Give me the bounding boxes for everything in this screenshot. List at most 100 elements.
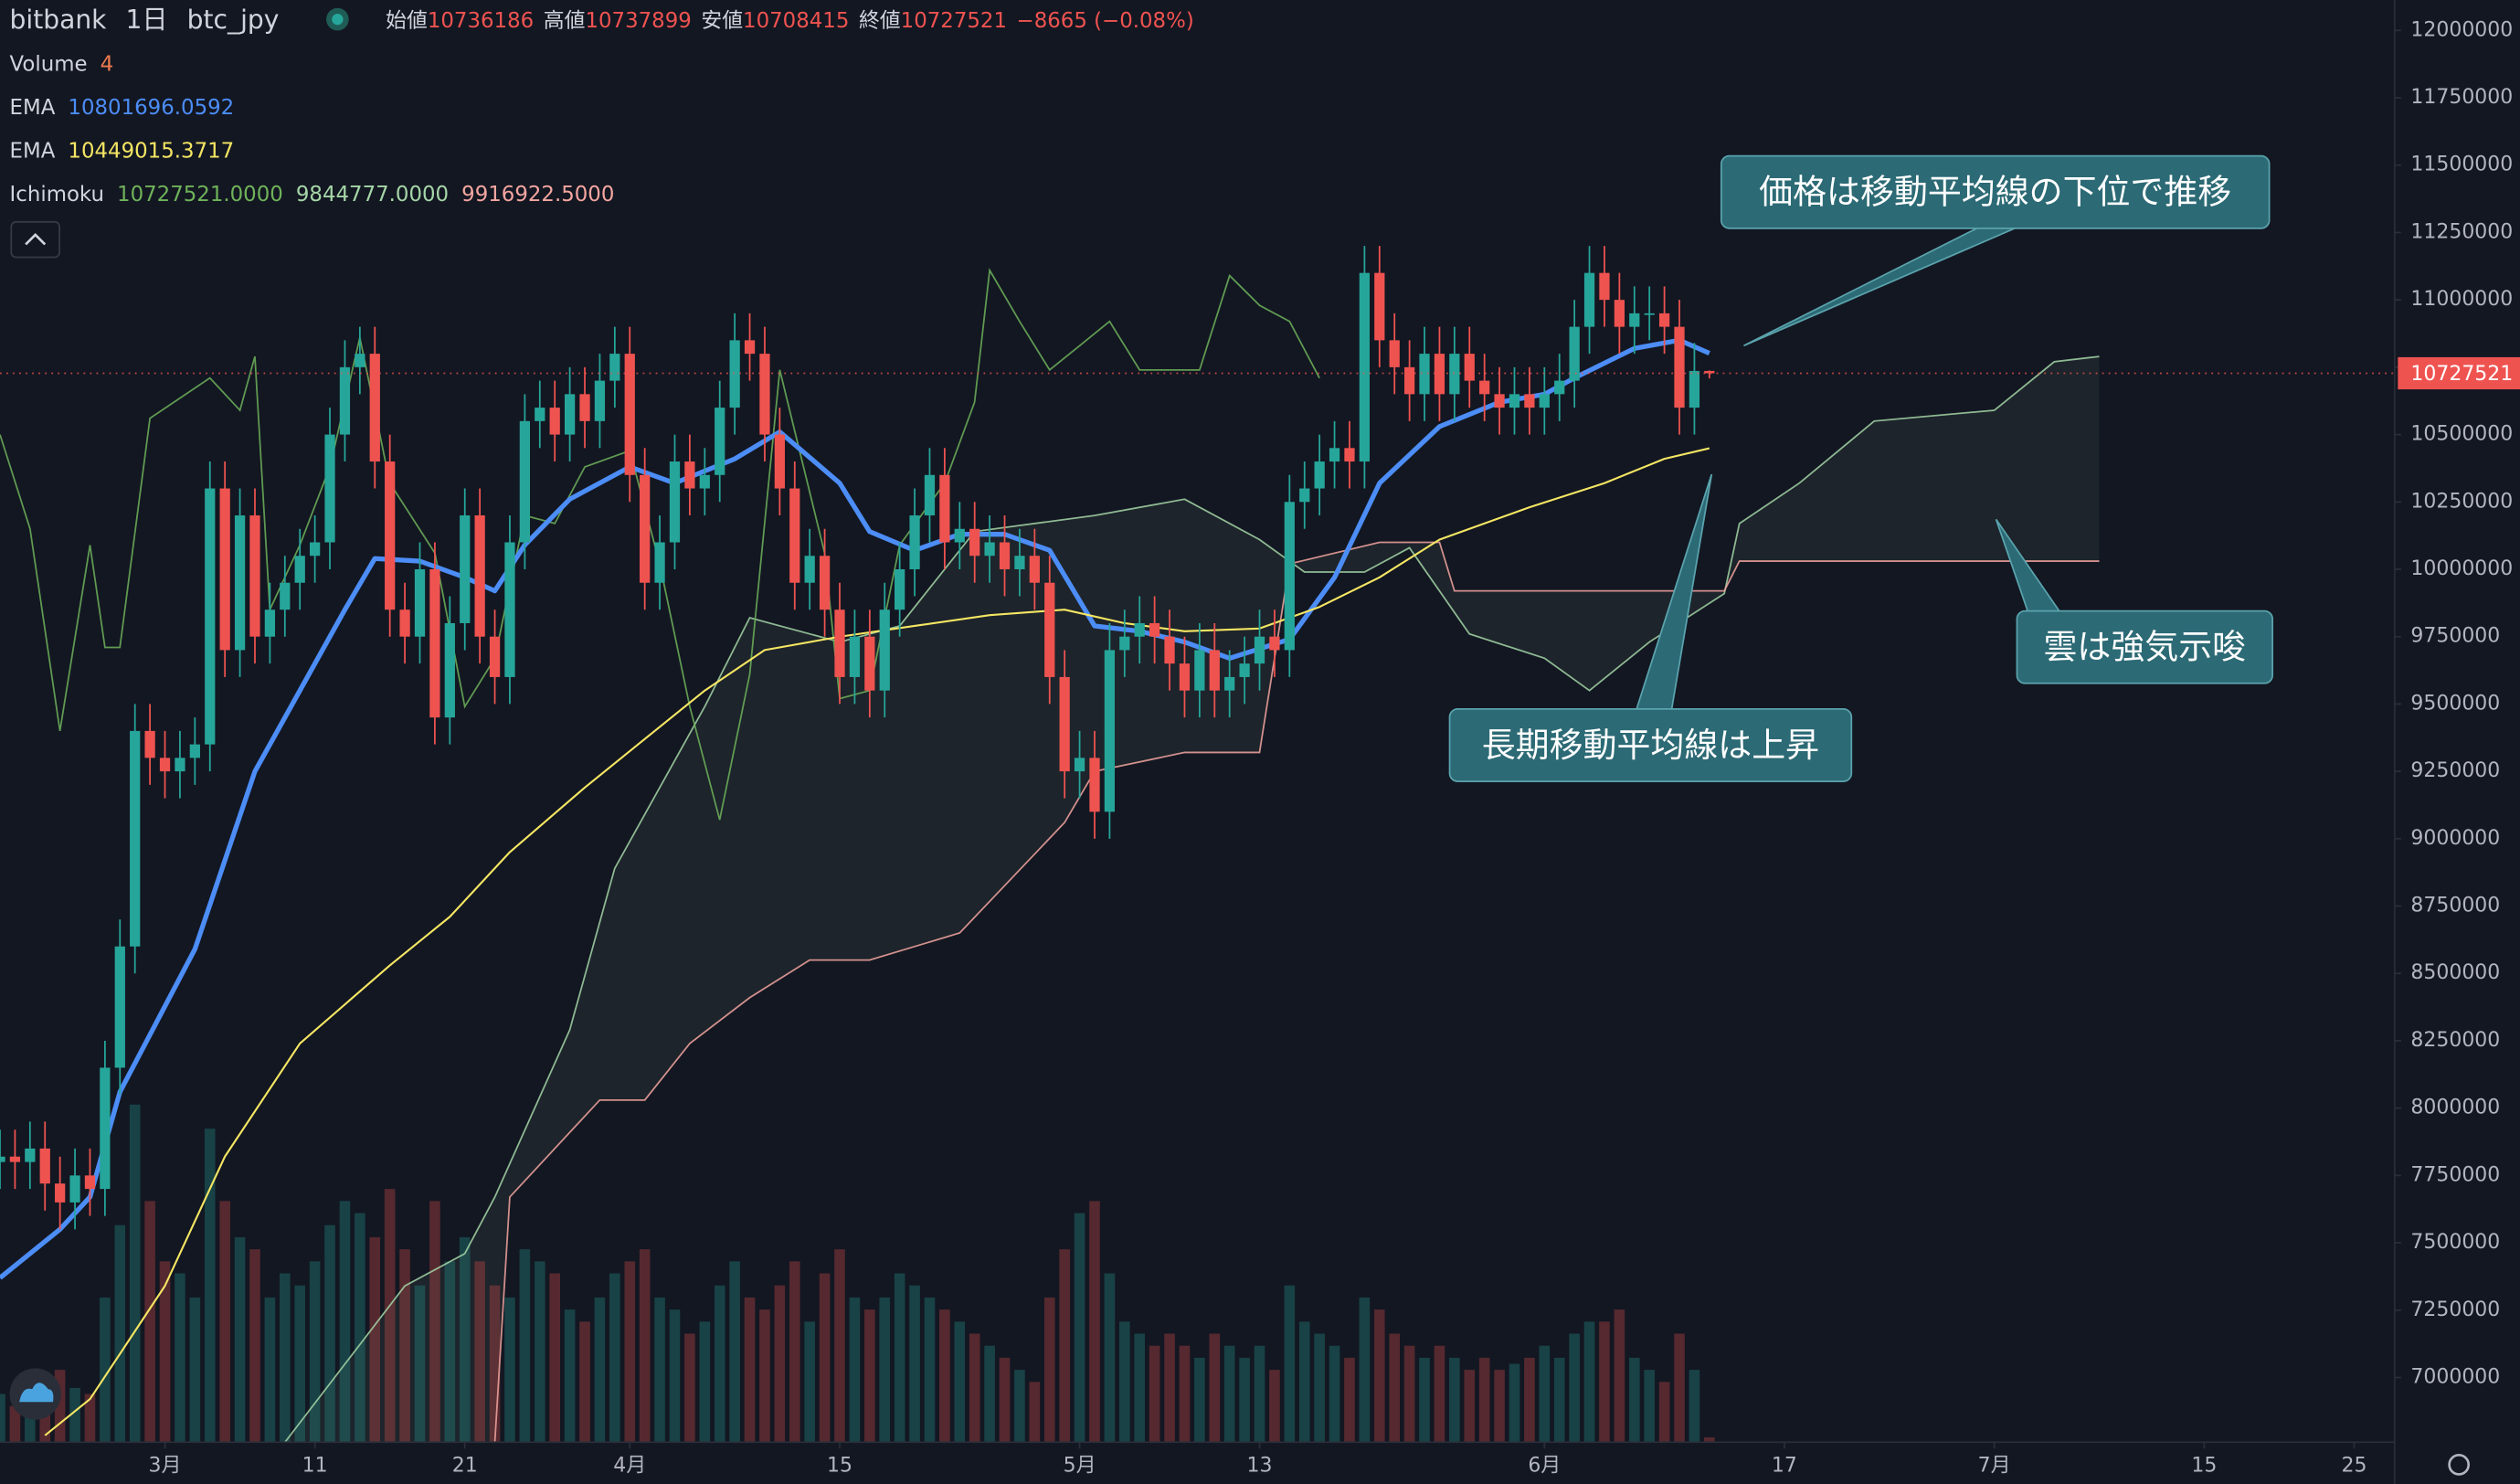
volume-bar	[849, 1297, 861, 1443]
callout-cover	[1981, 223, 2017, 228]
logo-icon	[19, 1383, 54, 1403]
candle-body	[594, 380, 606, 421]
candle-body	[1329, 448, 1340, 462]
candle-body	[789, 488, 800, 583]
candle-body	[264, 610, 276, 637]
volume-bar	[594, 1297, 606, 1443]
volume-bar	[369, 1236, 381, 1443]
volume-bar	[834, 1249, 845, 1443]
candle-body	[1074, 758, 1085, 772]
candle-body	[1494, 394, 1505, 408]
volume-bar	[474, 1261, 485, 1443]
volume-bar	[264, 1297, 276, 1443]
volume-bar	[969, 1333, 980, 1443]
candle-body	[609, 354, 620, 381]
high-label: 高値	[544, 8, 586, 32]
candle-body	[249, 515, 260, 637]
volume-bar	[1674, 1333, 1685, 1443]
candle-body	[564, 394, 576, 435]
volume-bar	[280, 1273, 291, 1443]
candle-body	[474, 515, 485, 637]
volume-bar	[924, 1297, 936, 1443]
candle-body	[1689, 370, 1700, 408]
candle-body	[1419, 354, 1430, 395]
candle-body	[654, 542, 665, 583]
volume-bar	[84, 1394, 96, 1443]
y-tick-label: 11500000	[2410, 154, 2513, 176]
volume-bar	[1644, 1370, 1655, 1443]
volume-bar	[894, 1273, 905, 1443]
legend-value: 10727521.0000	[117, 182, 283, 206]
candle-body	[1674, 326, 1685, 408]
volume-bar	[504, 1297, 515, 1443]
candle-body	[69, 1175, 80, 1203]
volume-bar	[534, 1261, 545, 1443]
volume-bar	[459, 1236, 471, 1443]
x-tick-label: 5月	[1064, 1455, 1096, 1478]
interval: 1日	[126, 5, 168, 35]
candle-body	[984, 542, 995, 556]
volume-bar	[984, 1345, 995, 1443]
volume-bar	[654, 1297, 665, 1443]
volume-bar	[1104, 1273, 1116, 1443]
collapse-button[interactable]	[10, 220, 60, 259]
volume-bar	[1194, 1357, 1205, 1443]
candle-body	[1014, 556, 1025, 569]
candle-body	[1389, 340, 1400, 367]
candle-body	[1658, 313, 1670, 327]
volume-bar	[519, 1249, 531, 1443]
callout-text: 長期移動平均線は上昇	[1482, 726, 1819, 765]
y-tick-label: 7750000	[2410, 1163, 2500, 1186]
volume-bar	[1269, 1370, 1280, 1443]
volume-bar	[324, 1224, 335, 1443]
volume-bar	[744, 1297, 756, 1443]
callout-box	[2016, 610, 2274, 684]
ichimoku-span-a	[284, 355, 2100, 1443]
candle-body	[999, 542, 1011, 569]
x-tick-label: 21	[452, 1455, 478, 1478]
candle-body	[205, 488, 216, 745]
volume-bar	[1029, 1382, 1041, 1443]
candle-body	[1583, 272, 1595, 327]
x-tick-label: 15	[827, 1455, 852, 1478]
legend-name: Ichimoku	[10, 182, 104, 206]
candle-body	[0, 1156, 5, 1162]
symbol-info: bitbank 1日 btc_jpy	[10, 5, 280, 35]
volume-bar	[1134, 1333, 1146, 1443]
settings-icon[interactable]	[2448, 1454, 2471, 1476]
candle-body	[1359, 272, 1371, 462]
y-tick-label: 9000000	[2410, 827, 2500, 850]
x-tick-label: 6月	[1528, 1455, 1561, 1478]
volume-bar	[1149, 1345, 1160, 1443]
candle-body	[774, 434, 785, 489]
volume-bar	[1569, 1333, 1580, 1443]
y-tick-label: 11750000	[2410, 86, 2513, 109]
candle-body	[444, 622, 455, 718]
volume-bar	[175, 1273, 185, 1443]
candle-body	[25, 1148, 36, 1162]
candle-body	[294, 556, 305, 583]
y-tick-label: 7250000	[2410, 1298, 2500, 1321]
volume-bar	[9, 1405, 21, 1443]
candle-body	[369, 354, 380, 462]
ema-legend: EMA 10449015.3717	[10, 139, 235, 163]
callout-box	[1720, 154, 2271, 229]
volume-bar	[1628, 1357, 1640, 1443]
volume-bar	[759, 1309, 770, 1443]
callout-box	[1448, 708, 1853, 782]
candle-body	[1254, 636, 1265, 664]
candle-body	[1704, 370, 1715, 374]
volume-bar	[414, 1285, 426, 1443]
volume-bar	[1478, 1357, 1490, 1443]
volume-bar	[1539, 1345, 1551, 1443]
volume-bar	[1599, 1321, 1610, 1443]
x-tick-label: 4月	[613, 1455, 646, 1478]
candle-body	[1299, 488, 1310, 503]
close-value: 10727521	[901, 8, 1007, 32]
volume-bar	[1329, 1345, 1340, 1443]
volume-bar	[100, 1297, 111, 1443]
volume-bar	[1403, 1345, 1415, 1443]
y-tick-label: 7500000	[2410, 1231, 2500, 1254]
volume-bar	[714, 1285, 725, 1443]
